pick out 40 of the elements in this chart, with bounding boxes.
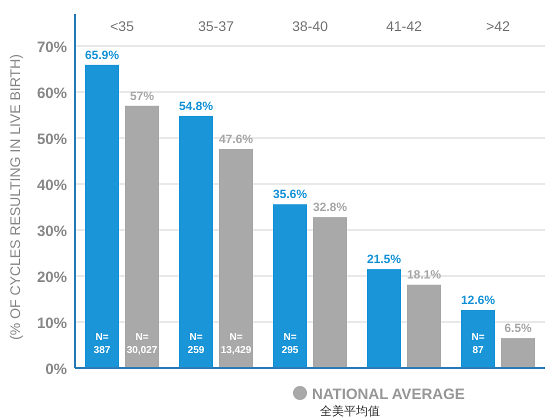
data-label: 32.8% <box>312 200 348 214</box>
bar <box>367 269 401 368</box>
y-tick-label: 70% <box>36 39 67 56</box>
data-label: 54.8% <box>178 98 214 113</box>
data-label: 6.5% <box>504 321 532 336</box>
data-label: 12.6% <box>460 293 496 308</box>
y-tick-label: 0% <box>45 361 67 378</box>
y-tick-label: 30% <box>36 223 67 240</box>
data-label: 35.6% <box>272 187 308 202</box>
y-tick-label: 60% <box>36 85 67 102</box>
annotation: N= 387 <box>94 332 111 356</box>
bar <box>313 217 347 368</box>
x-tick-label: 41-42 <box>386 18 422 34</box>
bar <box>461 310 495 368</box>
data-label: 18.1% <box>406 268 442 282</box>
x-tick-label: 38-40 <box>292 18 328 34</box>
bar <box>501 338 535 368</box>
bar <box>407 284 441 368</box>
y-tick-label: 40% <box>36 177 67 194</box>
x-tick-label: <35 <box>110 18 134 34</box>
annotation: N= 30,027 <box>126 332 158 356</box>
bar <box>179 116 213 368</box>
data-label: 47.6% <box>218 132 254 146</box>
y-axis-title: (% OF CYCLES RESULTING IN LIVE BIRTH) <box>7 54 23 340</box>
bar <box>273 204 307 368</box>
bar <box>125 106 159 368</box>
y-tick-label: 10% <box>36 315 67 332</box>
y-tick-label: 50% <box>36 131 67 148</box>
data-label: 21.5% <box>366 252 402 266</box>
annotation: N= 87 <box>471 332 485 356</box>
bar <box>219 149 253 368</box>
x-tick-label: 35-37 <box>198 18 234 34</box>
x-tick-label: >42 <box>486 18 510 34</box>
y-tick-label: 20% <box>36 269 67 286</box>
data-label: 57% <box>130 88 154 103</box>
annotation: N= 13,429 <box>220 332 252 356</box>
data-label: 65.9% <box>84 48 120 62</box>
annotation: N= 295 <box>282 332 299 356</box>
annotation: N= 259 <box>188 332 205 356</box>
bar <box>85 64 119 368</box>
